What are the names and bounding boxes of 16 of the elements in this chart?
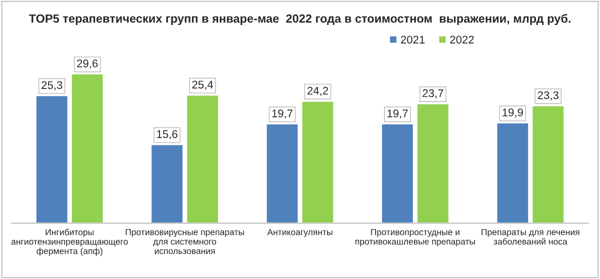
data-label: 23,3: [538, 91, 558, 100]
data-label: 19,7: [387, 109, 408, 119]
data-label: 25,3: [42, 81, 62, 90]
x-tick-label: Противопростудные и противокашлевые препараты: [356, 229, 475, 246]
data-label: 15,6: [157, 130, 178, 140]
data-label: 19,7: [272, 109, 293, 119]
legend-label: 2022: [450, 36, 474, 44]
data-label: 23,7: [422, 89, 444, 98]
x-tick-label: Антикоагулянты: [267, 229, 332, 237]
data-label: 29,6: [77, 60, 98, 69]
chart-title: TOP5 терапевтических групп в январе-мае 2022 года в стоимостном выражении, млрд руб.: [28, 14, 570, 26]
legend-label: 2021: [401, 36, 425, 44]
data-label: 25,4: [192, 80, 214, 90]
x-tick-label: Препараты для лечения заболеваний носа: [482, 229, 580, 245]
data-label: 24,2: [307, 86, 328, 96]
data-label: 19,9: [502, 108, 523, 118]
